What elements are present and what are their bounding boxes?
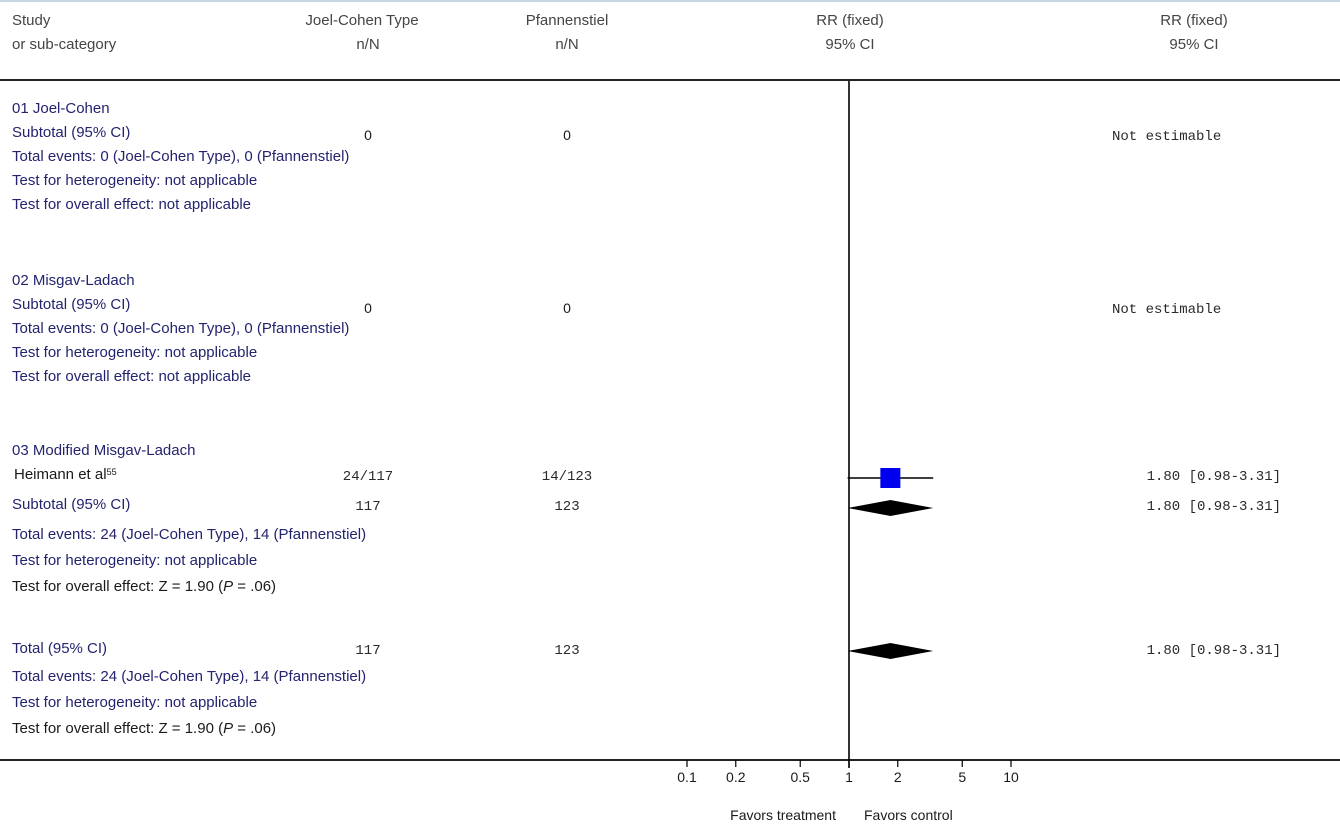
overall-effect-p: P: [223, 578, 234, 595]
header-treatment-nN: n/N: [356, 36, 380, 53]
heterogeneity-text: Test for heterogeneity: not applicable: [12, 344, 258, 361]
subtotal-label: Subtotal (95% CI): [12, 496, 131, 513]
study-reference-number: 55: [106, 467, 117, 477]
overall-effect-text: Test for overall effect: not applicable: [12, 368, 252, 385]
total-diamond: [847, 643, 934, 659]
subtotal-treatment-count: 117: [355, 499, 381, 515]
subtotal-control-count: 0: [563, 300, 571, 316]
header-study: Study: [12, 12, 51, 29]
total-events-text: Total events: 24 (Joel-Cohen Type), 14 (…: [12, 668, 367, 685]
study-treatment-events: 24/117: [342, 469, 394, 485]
total-rr-value: 1.80 [0.98-3.31]: [1146, 643, 1281, 659]
header-control-nN: n/N: [555, 36, 579, 53]
header-treatment-name: Joel-Cohen Type: [305, 12, 419, 29]
study-control-events: 14/123: [541, 469, 593, 485]
total-overall-effect-suffix: = .06): [233, 720, 277, 737]
subtotal-rr-value: Not estimable: [1112, 302, 1222, 318]
top-border: [0, 0, 1340, 2]
study-name-text: Heimann et al: [14, 466, 107, 483]
group-title-modified-misgav-ladach: 03 Modified Misgav-Ladach: [12, 442, 196, 459]
axis-tick-label: 10: [1003, 769, 1019, 785]
subtotal-control-count: 123: [554, 499, 580, 515]
favors-control-label: Favors control: [864, 807, 953, 823]
header-ci-column: 95% CI: [1169, 36, 1219, 53]
total-treatment-count: 117: [355, 643, 381, 659]
subtotal-rr-value: 1.80 [0.98-3.31]: [1146, 499, 1281, 515]
heterogeneity-text: Test for heterogeneity: not applicable: [12, 172, 258, 189]
overall-effect-text: Test for overall effect: not applicable: [12, 196, 252, 213]
total-overall-effect-p: P: [223, 720, 234, 737]
header-control-name: Pfannenstiel: [525, 12, 609, 29]
axis-tick-label: 0.1: [677, 769, 697, 785]
group-title-misgav-ladach: 02 Misgav-Ladach: [12, 272, 135, 289]
study-effect-square: [880, 468, 901, 488]
subtotal-rr-value: Not estimable: [1112, 129, 1222, 145]
overall-effect-text: Test for overall effect: Z = 1.90 (P = .…: [12, 578, 276, 596]
overall-effect-suffix: = .06): [233, 578, 277, 595]
group-title-joel-cohen: 01 Joel-Cohen: [12, 100, 110, 117]
total-heterogeneity-text: Test for heterogeneity: not applicable: [12, 694, 258, 711]
total-control-count: 123: [554, 643, 580, 659]
header-rr-plot: RR (fixed): [816, 12, 884, 29]
footer-divider: [0, 759, 1340, 761]
overall-effect-prefix: Test for overall effect: Z = 1.90 (: [12, 578, 224, 595]
total-label: Total (95% CI): [12, 640, 108, 657]
total-events-text: Total events: 24 (Joel-Cohen Type), 14 (…: [12, 526, 367, 543]
axis-tick-label: 2: [893, 769, 902, 785]
axis-tick-label: 5: [958, 769, 967, 785]
study-name-heimann: Heimann et al55: [14, 466, 117, 484]
header-divider: [0, 79, 1340, 81]
heterogeneity-text: Test for heterogeneity: not applicable: [12, 552, 258, 569]
total-events-text: Total events: 0 (Joel-Cohen Type), 0 (Pf…: [12, 148, 350, 165]
header-subcategory: or sub-category: [12, 36, 117, 53]
axis-tick-label: 0.2: [726, 769, 746, 785]
subtotal-label: Subtotal (95% CI): [12, 124, 131, 141]
total-events-text: Total events: 0 (Joel-Cohen Type), 0 (Pf…: [12, 320, 350, 337]
subtotal-treatment-count: 0: [364, 300, 372, 316]
study-rr-value: 1.80 [0.98-3.31]: [1146, 469, 1281, 485]
subtotal-control-count: 0: [563, 127, 571, 143]
subtotal-diamond: [847, 500, 934, 516]
axis-tick-label: 1: [845, 769, 853, 785]
total-overall-effect-prefix: Test for overall effect: Z = 1.90 (: [12, 720, 224, 737]
total-overall-effect-text: Test for overall effect: Z = 1.90 (P = .…: [12, 720, 276, 738]
header-ci-plot: 95% CI: [825, 36, 875, 53]
header-rr-column: RR (fixed): [1160, 12, 1228, 29]
favors-treatment-label: Favors treatment: [730, 807, 836, 823]
axis-tick-label: 0.5: [790, 769, 810, 785]
subtotal-treatment-count: 0: [364, 127, 372, 143]
subtotal-label: Subtotal (95% CI): [12, 296, 131, 313]
